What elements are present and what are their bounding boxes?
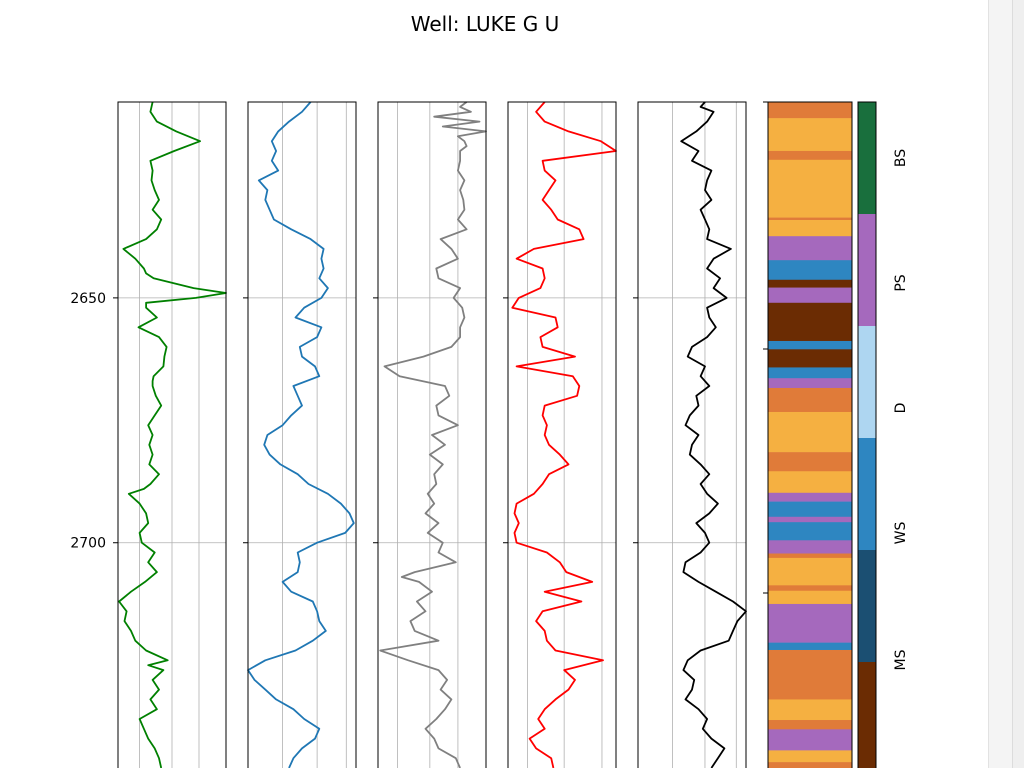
colorbar-band-3 (858, 438, 876, 550)
log-track-5 (633, 101, 747, 768)
facies-interval-33 (768, 720, 852, 730)
log-track-3 (373, 101, 487, 768)
facies-interval-30 (768, 642, 852, 651)
facies-interval-17 (768, 411, 852, 453)
track-5-frame (637, 101, 747, 768)
facies-interval-8 (768, 260, 852, 281)
track-1-curve (118, 101, 227, 768)
facies-interval-21 (768, 501, 852, 518)
facies-interval-6 (768, 220, 852, 237)
facies-interval-4 (768, 159, 852, 218)
facies-interval-11 (768, 302, 852, 342)
colorbar-frame (857, 101, 877, 768)
colorbar-label-ms: MS (893, 649, 909, 670)
colorbar-label-ws: WS (893, 522, 909, 545)
track-3-frame (377, 101, 487, 768)
facies-interval-31 (768, 649, 852, 700)
depth-tick-label-2650: 2650 (70, 291, 106, 307)
facies-track-frame (767, 101, 853, 768)
facies-interval-23 (768, 522, 852, 541)
facies-interval-28 (768, 590, 852, 605)
facies-track (763, 101, 853, 768)
facies-interval-25 (768, 553, 852, 559)
facies-interval-26 (768, 557, 852, 586)
facies-interval-3 (768, 150, 852, 161)
track-5-curve (680, 101, 747, 768)
colorbar-band-2 (858, 550, 876, 662)
facies-colorbar: MS WS D PS BS (857, 101, 909, 768)
facies-interval-36 (768, 762, 852, 768)
facies-interval-2 (768, 118, 852, 152)
facies-interval-13 (768, 349, 852, 368)
facies-interval-9 (768, 279, 852, 288)
track-2-frame (247, 101, 357, 768)
facies-interval-14 (768, 367, 852, 379)
facies-interval-10 (768, 287, 852, 304)
chart-title: Well: LUKE G U (411, 12, 560, 36)
colorbar-band-1 (858, 662, 876, 768)
facies-interval-32 (768, 699, 852, 721)
facies-interval-12 (768, 340, 852, 350)
facies-interval-35 (768, 750, 852, 763)
log-track-4 (503, 101, 617, 768)
colorbar-label-ps: PS (893, 274, 909, 291)
facies-interval-1 (768, 102, 852, 119)
track-4-frame (507, 101, 617, 768)
facies-interval-16 (768, 387, 852, 413)
facies-interval-7 (768, 236, 852, 261)
colorbar-band-5 (858, 214, 876, 326)
facies-interval-24 (768, 540, 852, 554)
log-tracks: 2650 2700 (70, 101, 747, 768)
colorbar-label-d: D (893, 403, 909, 414)
track-2-curve (247, 101, 355, 768)
track-3-curve (379, 101, 487, 768)
facies-interval-29 (768, 603, 852, 643)
depth-tick-label-2700: 2700 (70, 536, 106, 552)
track-1-frame (117, 101, 227, 768)
scrollbar[interactable] (1012, 0, 1024, 768)
log-track-2 (243, 101, 357, 768)
colorbar-band-6 (858, 102, 876, 214)
facies-interval-15 (768, 378, 852, 389)
facies-interval-27 (768, 585, 852, 592)
colorbar-band-4 (858, 326, 876, 438)
colorbar-label-bs: BS (893, 149, 909, 167)
facies-interval-19 (768, 471, 852, 494)
facies-interval-20 (768, 492, 852, 502)
facies-interval-18 (768, 452, 852, 472)
facies-interval-34 (768, 729, 852, 751)
facies-interval-22 (768, 516, 852, 523)
track-4-curve (511, 101, 617, 768)
log-track-1 (113, 101, 227, 768)
facies-interval-5 (768, 217, 852, 221)
